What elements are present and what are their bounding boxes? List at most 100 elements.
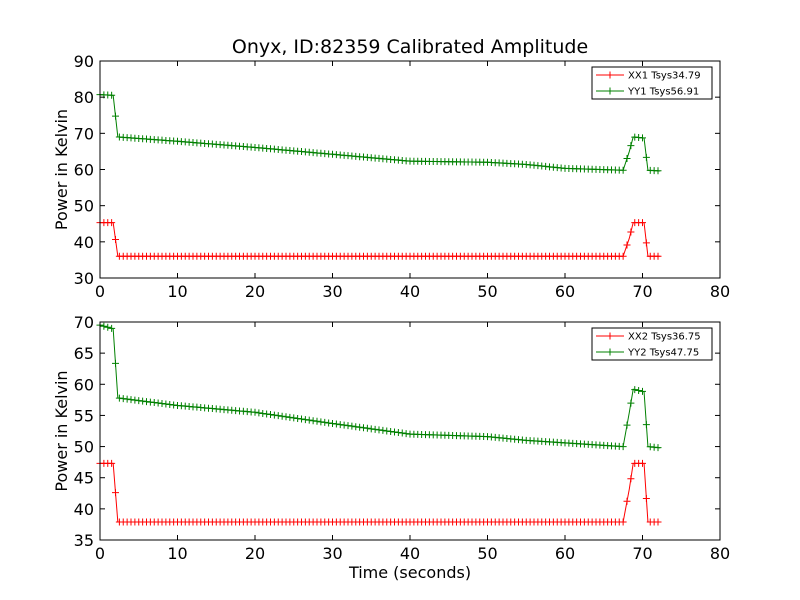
x-tick-label: 80 bbox=[710, 282, 730, 301]
x-tick-label: 30 bbox=[322, 544, 342, 563]
x-tick-label: 20 bbox=[245, 282, 265, 301]
y-axis-title: Power in Kelvin bbox=[52, 109, 71, 230]
y-tick-label: 30 bbox=[74, 269, 94, 288]
x-tick-label: 10 bbox=[167, 544, 187, 563]
data-point bbox=[360, 424, 367, 432]
x-tick-label: 50 bbox=[477, 544, 497, 563]
x-tick-label: 0 bbox=[95, 544, 105, 563]
y-tick-label: 65 bbox=[74, 344, 94, 363]
data-point bbox=[278, 412, 286, 420]
data-point bbox=[627, 475, 635, 483]
y-tick-label: 35 bbox=[74, 531, 94, 550]
series-line-0 bbox=[100, 462, 661, 523]
legend-label-1: YY2 Tsys47.75 bbox=[627, 348, 699, 359]
data-point bbox=[402, 430, 410, 438]
data-point bbox=[112, 112, 119, 120]
data-point bbox=[108, 324, 116, 332]
y-tick-label: 80 bbox=[74, 88, 94, 107]
x-tick-label: 0 bbox=[95, 282, 105, 301]
data-point bbox=[363, 424, 371, 432]
subplot-bottom: 0 10 20 30 40 50 60 70 80 35 40 45 50 55 60 65 70 Power i… bbox=[52, 313, 730, 563]
x-tick-label: 70 bbox=[632, 282, 652, 301]
legend: XX1 Tsys34.79 YY1 Tsys56.91 bbox=[591, 66, 713, 100]
y-tick-label: 50 bbox=[74, 438, 94, 457]
data-point bbox=[274, 412, 282, 420]
data-point bbox=[348, 422, 356, 430]
data-point bbox=[294, 414, 302, 422]
data-point bbox=[375, 426, 383, 434]
data-point bbox=[356, 423, 364, 431]
y-tick-label: 70 bbox=[74, 313, 94, 332]
data-point bbox=[259, 409, 267, 417]
data-point bbox=[627, 228, 635, 236]
legend-marker-0 bbox=[606, 332, 614, 340]
x-tick-label: 60 bbox=[555, 544, 575, 563]
data-point bbox=[654, 518, 662, 526]
data-point bbox=[619, 518, 627, 526]
data-point bbox=[398, 429, 406, 437]
legend-label-0: XX1 Tsys34.79 bbox=[628, 71, 701, 82]
data-point bbox=[305, 416, 313, 424]
data-point bbox=[336, 421, 344, 429]
y-tick-label: 45 bbox=[74, 469, 94, 488]
subplot-top: 0 10 20 30 40 50 60 70 80 30 40 50 60 70 80 90 Power in … bbox=[52, 52, 730, 301]
data-point bbox=[371, 425, 379, 433]
x-tick-label: 30 bbox=[322, 282, 342, 301]
y-tick-label: 50 bbox=[74, 197, 94, 216]
data-point bbox=[344, 422, 352, 430]
x-tick-label: 60 bbox=[555, 282, 575, 301]
data-point bbox=[631, 386, 639, 394]
legend: XX2 Tsys36.75 YY2 Tsys47.75 bbox=[591, 327, 713, 361]
data-point bbox=[251, 408, 259, 416]
y-tick-label: 90 bbox=[74, 52, 94, 71]
data-point bbox=[654, 444, 662, 452]
data-point bbox=[317, 418, 325, 426]
data-point bbox=[352, 423, 360, 431]
data-point bbox=[639, 134, 646, 142]
data-point bbox=[313, 417, 321, 425]
legend-box bbox=[591, 66, 713, 100]
y-tick-label: 40 bbox=[74, 500, 94, 519]
data-point bbox=[332, 420, 340, 428]
legend-label-1: YY1 Tsys56.91 bbox=[627, 87, 699, 98]
data-point bbox=[108, 219, 116, 227]
data-point bbox=[639, 459, 646, 467]
data-point bbox=[391, 428, 398, 436]
data-point bbox=[654, 252, 662, 260]
y-tick-label: 60 bbox=[74, 375, 94, 394]
data-point bbox=[282, 413, 290, 421]
chart-title: Onyx, ID:82359 Calibrated Amplitude bbox=[232, 36, 588, 58]
data-point bbox=[642, 239, 650, 247]
data-point bbox=[639, 219, 646, 227]
data-point bbox=[263, 410, 271, 418]
data-point bbox=[321, 418, 329, 426]
data-point bbox=[286, 413, 294, 421]
data-point bbox=[623, 154, 631, 162]
data-point bbox=[383, 427, 391, 435]
x-tick-label: 50 bbox=[477, 282, 497, 301]
data-point bbox=[267, 411, 274, 419]
data-point bbox=[639, 387, 646, 395]
data-point bbox=[100, 322, 108, 330]
x-axis-title: Time (seconds) bbox=[348, 563, 471, 582]
y-tick-label: 40 bbox=[74, 233, 94, 252]
data-point bbox=[635, 387, 643, 395]
data-point bbox=[301, 416, 309, 424]
data-point bbox=[340, 421, 348, 429]
data-point bbox=[623, 241, 631, 249]
data-point bbox=[112, 489, 119, 497]
x-tick-label: 80 bbox=[710, 544, 730, 563]
x-tick-label: 40 bbox=[400, 282, 420, 301]
data-point bbox=[367, 425, 375, 433]
data-point bbox=[108, 459, 116, 467]
legend-marker-1 bbox=[606, 87, 614, 95]
data-point bbox=[623, 497, 631, 505]
legend-marker-0 bbox=[606, 71, 614, 79]
data-point bbox=[112, 235, 119, 243]
data-point bbox=[255, 409, 263, 417]
data-point bbox=[642, 421, 650, 429]
x-tick-label: 20 bbox=[245, 544, 265, 563]
data-point bbox=[290, 414, 298, 422]
y-tick-label: 55 bbox=[74, 406, 94, 425]
data-point bbox=[619, 443, 627, 451]
